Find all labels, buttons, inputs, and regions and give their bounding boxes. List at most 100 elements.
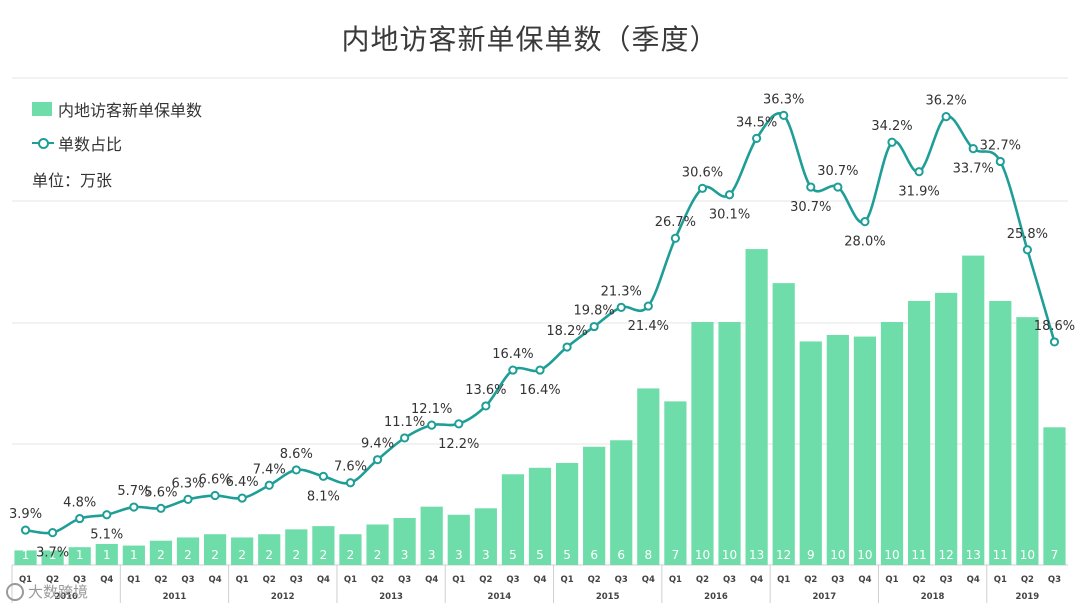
x-tick-label-quarter: Q3: [723, 575, 736, 585]
bar-value-label: 3: [428, 548, 436, 562]
bar-value-label: 2: [347, 548, 355, 562]
bar: [312, 526, 335, 565]
x-tick-label-quarter: Q3: [181, 575, 194, 585]
ratio-point: [291, 465, 301, 475]
x-tick-label-quarter: Q4: [858, 575, 871, 585]
ratio-point: [752, 133, 762, 143]
ratio-point: [20, 525, 31, 535]
ratio-point: [156, 503, 166, 513]
x-tick-label-quarter: Q4: [317, 575, 330, 585]
ratio-value-label: 30.6%: [682, 165, 723, 180]
bar: [691, 322, 714, 565]
ratio-value-label: 3.7%: [36, 546, 69, 561]
ratio-value-label: 8.1%: [307, 489, 340, 504]
bar-value-label: 6: [617, 548, 625, 562]
ratio-value-label: 16.4%: [492, 347, 533, 362]
ratio-point: [995, 156, 1005, 167]
bar: [366, 524, 389, 565]
ratio-value-label: 28.0%: [844, 235, 885, 250]
bar-value-label: 7: [672, 548, 680, 562]
ratio-point: [779, 110, 789, 120]
bar-value-label: 2: [184, 548, 192, 562]
ratio-value-label: 19.8%: [573, 304, 614, 319]
x-tick-label-year: 2012: [271, 592, 295, 602]
ratio-point: [400, 433, 410, 443]
ratio-point: [210, 490, 220, 501]
x-tick-label-quarter: Q4: [642, 575, 655, 585]
legend-swatch-line: [32, 136, 54, 150]
bar: [501, 474, 525, 565]
ratio-value-label: 16.4%: [519, 383, 560, 398]
bar-value-label: 2: [374, 548, 382, 562]
bar-value-label: 7: [1051, 548, 1059, 562]
bar: [880, 322, 904, 565]
ratio-value-label: 6.4%: [226, 475, 259, 490]
watermark-text: 大数跨境: [28, 583, 89, 601]
ratio-value-label: 7.4%: [253, 462, 286, 477]
ratio-value-label: 8.6%: [280, 447, 313, 462]
legend: 内地访客新单保单数 单数占比 单位：万张: [32, 92, 202, 196]
x-tick-label-quarter: Q2: [913, 575, 926, 585]
ratio-value-label: 36.2%: [925, 94, 966, 109]
ratio-point: [75, 513, 85, 524]
ratio-point: [806, 182, 816, 192]
bar-value-label: 2: [320, 548, 328, 562]
legend-label-bars: 内地访客新单保单数: [58, 101, 203, 120]
watermark: 大数跨境: [6, 581, 88, 602]
bar: [555, 462, 579, 565]
bar-value-label: 5: [509, 548, 517, 562]
ratio-value-label: 3.9%: [9, 507, 42, 522]
bar: [935, 292, 958, 565]
watermark-logo-icon: [6, 582, 24, 601]
ratio-value-label: 25.8%: [1007, 227, 1048, 242]
ratio-point: [372, 455, 383, 465]
ratio-point: [427, 420, 437, 430]
bar-value-label: 2: [238, 548, 246, 562]
ratio-point: [318, 471, 328, 481]
x-tick-label-year: 2017: [812, 592, 836, 602]
bar: [420, 506, 443, 565]
bar: [68, 547, 91, 565]
x-tick-label-quarter: Q1: [344, 575, 357, 585]
x-tick-label-year: 2011: [163, 592, 187, 602]
bar: [285, 529, 308, 565]
ratio-value-label: 21.4%: [628, 319, 669, 334]
ratio-point: [914, 167, 924, 177]
bar: [231, 537, 254, 565]
ratio-value-label: 18.2%: [546, 324, 587, 339]
bar: [203, 534, 227, 565]
bar-value-label: 13: [749, 548, 764, 562]
ratio-value-label: 31.9%: [898, 185, 939, 200]
ratio-value-label: 6.3%: [171, 476, 204, 491]
ratio-point: [562, 342, 572, 352]
legend-swatch-bar: [32, 102, 52, 116]
x-tick-label-quarter: Q2: [263, 575, 276, 585]
bar-value-label: 12: [776, 548, 791, 562]
legend-item-line: 单数占比: [32, 126, 202, 160]
x-tick-label-quarter: Q4: [209, 575, 222, 585]
bar: [14, 550, 37, 565]
bar: [583, 446, 606, 565]
bar-value-label: 6: [590, 548, 598, 562]
bar: [962, 255, 985, 565]
x-tick-label-year: 2013: [379, 592, 403, 602]
x-tick-label-quarter: Q1: [127, 575, 140, 585]
bar: [474, 508, 497, 565]
ratio-point: [589, 321, 599, 332]
ratio-point: [454, 419, 464, 429]
bar-value-label: 12: [939, 548, 954, 562]
bar: [610, 440, 633, 565]
bar: [258, 534, 281, 565]
bar: [176, 537, 200, 565]
ratio-value-label: 36.3%: [763, 92, 804, 107]
bar-value-label: 3: [482, 548, 490, 562]
bar: [95, 543, 118, 565]
x-tick-label-year: 2014: [488, 592, 512, 602]
ratio-point: [345, 478, 356, 488]
ratio-value-label: 30.7%: [817, 164, 858, 179]
bar-value-label: 3: [455, 548, 463, 562]
bar-value-label: 5: [536, 548, 544, 562]
ratio-value-label: 34.2%: [871, 119, 912, 134]
bar-value-label: 9: [807, 548, 815, 562]
x-tick-label-year: 2019: [1016, 592, 1040, 602]
